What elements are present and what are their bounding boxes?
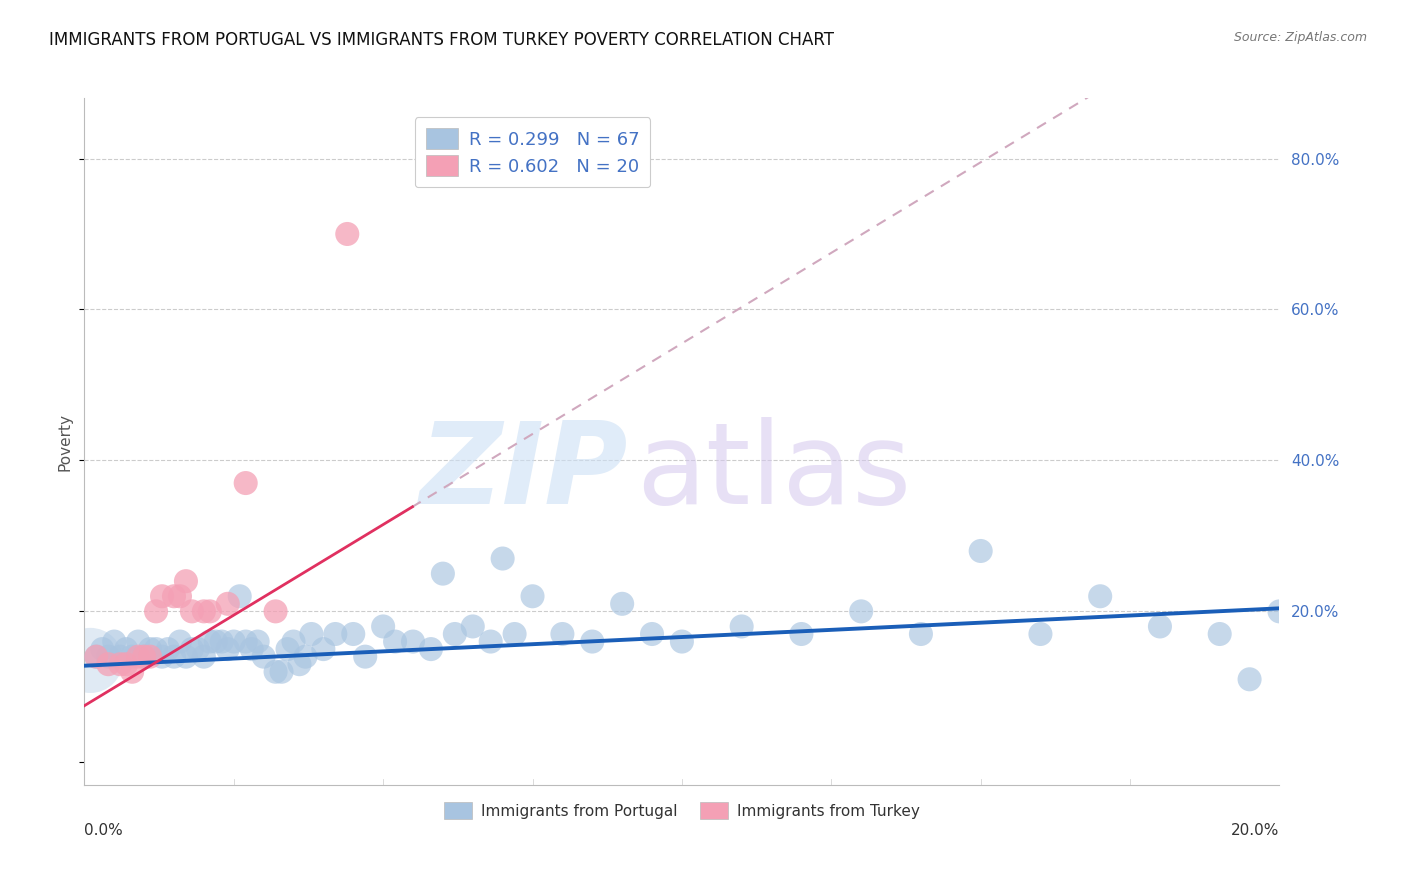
- Point: [444, 627, 467, 641]
- Point: [193, 604, 215, 618]
- Point: [86, 649, 108, 664]
- Point: [181, 604, 204, 618]
- Y-axis label: Poverty: Poverty: [58, 412, 73, 471]
- Point: [402, 634, 425, 648]
- Text: atlas: atlas: [637, 417, 911, 528]
- Point: [205, 634, 228, 648]
- Point: [121, 649, 143, 664]
- Point: [79, 653, 101, 667]
- Point: [181, 642, 204, 657]
- Point: [294, 649, 316, 664]
- Legend: Immigrants from Portugal, Immigrants from Turkey: Immigrants from Portugal, Immigrants fro…: [439, 796, 925, 825]
- Point: [139, 642, 162, 657]
- Point: [139, 649, 162, 664]
- Point: [86, 649, 108, 664]
- Point: [492, 551, 515, 566]
- Point: [132, 649, 156, 664]
- Point: [157, 642, 180, 657]
- Point: [240, 642, 263, 657]
- Point: [103, 634, 125, 648]
- Point: [169, 634, 191, 648]
- Point: [228, 589, 252, 603]
- Point: [198, 604, 221, 618]
- Point: [581, 634, 603, 648]
- Point: [264, 665, 287, 679]
- Point: [187, 642, 209, 657]
- Point: [420, 642, 443, 657]
- Point: [145, 604, 167, 618]
- Point: [270, 665, 292, 679]
- Point: [479, 634, 502, 648]
- Point: [671, 634, 693, 648]
- Point: [150, 649, 173, 664]
- Point: [97, 657, 120, 672]
- Point: [198, 634, 221, 648]
- Point: [1268, 604, 1291, 618]
- Text: IMMIGRANTS FROM PORTUGAL VS IMMIGRANTS FROM TURKEY POVERTY CORRELATION CHART: IMMIGRANTS FROM PORTUGAL VS IMMIGRANTS F…: [49, 31, 834, 49]
- Point: [121, 665, 143, 679]
- Point: [110, 657, 132, 672]
- Point: [325, 627, 347, 641]
- Point: [1239, 673, 1261, 687]
- Point: [1149, 619, 1171, 633]
- Point: [217, 642, 239, 657]
- Point: [461, 619, 484, 633]
- Point: [91, 642, 114, 657]
- Point: [910, 627, 932, 641]
- Text: 0.0%: 0.0%: [84, 822, 124, 838]
- Point: [127, 634, 149, 648]
- Point: [222, 634, 245, 648]
- Point: [132, 649, 156, 664]
- Point: [731, 619, 754, 633]
- Point: [288, 657, 311, 672]
- Point: [970, 544, 993, 558]
- Point: [336, 227, 359, 241]
- Point: [110, 649, 132, 664]
- Point: [235, 634, 257, 648]
- Point: [246, 634, 269, 648]
- Point: [264, 604, 287, 618]
- Point: [790, 627, 813, 641]
- Text: Source: ZipAtlas.com: Source: ZipAtlas.com: [1233, 31, 1367, 45]
- Point: [373, 619, 395, 633]
- Point: [211, 634, 233, 648]
- Point: [174, 649, 197, 664]
- Point: [1029, 627, 1052, 641]
- Point: [145, 642, 167, 657]
- Point: [283, 634, 305, 648]
- Point: [354, 649, 377, 664]
- Point: [551, 627, 574, 641]
- Point: [127, 649, 149, 664]
- Point: [163, 649, 186, 664]
- Point: [169, 589, 191, 603]
- Point: [1090, 589, 1112, 603]
- Point: [342, 627, 364, 641]
- Point: [641, 627, 664, 641]
- Point: [432, 566, 454, 581]
- Point: [301, 627, 323, 641]
- Point: [277, 642, 299, 657]
- Point: [503, 627, 526, 641]
- Point: [384, 634, 406, 648]
- Point: [235, 476, 257, 491]
- Point: [1209, 627, 1232, 641]
- Point: [522, 589, 544, 603]
- Point: [193, 649, 215, 664]
- Point: [115, 642, 138, 657]
- Point: [851, 604, 873, 618]
- Point: [163, 589, 186, 603]
- Text: 20.0%: 20.0%: [1232, 822, 1279, 838]
- Point: [150, 589, 173, 603]
- Point: [612, 597, 634, 611]
- Point: [253, 649, 276, 664]
- Point: [217, 597, 239, 611]
- Point: [115, 657, 138, 672]
- Text: ZIP: ZIP: [419, 417, 628, 528]
- Point: [97, 649, 120, 664]
- Point: [312, 642, 335, 657]
- Point: [174, 574, 197, 589]
